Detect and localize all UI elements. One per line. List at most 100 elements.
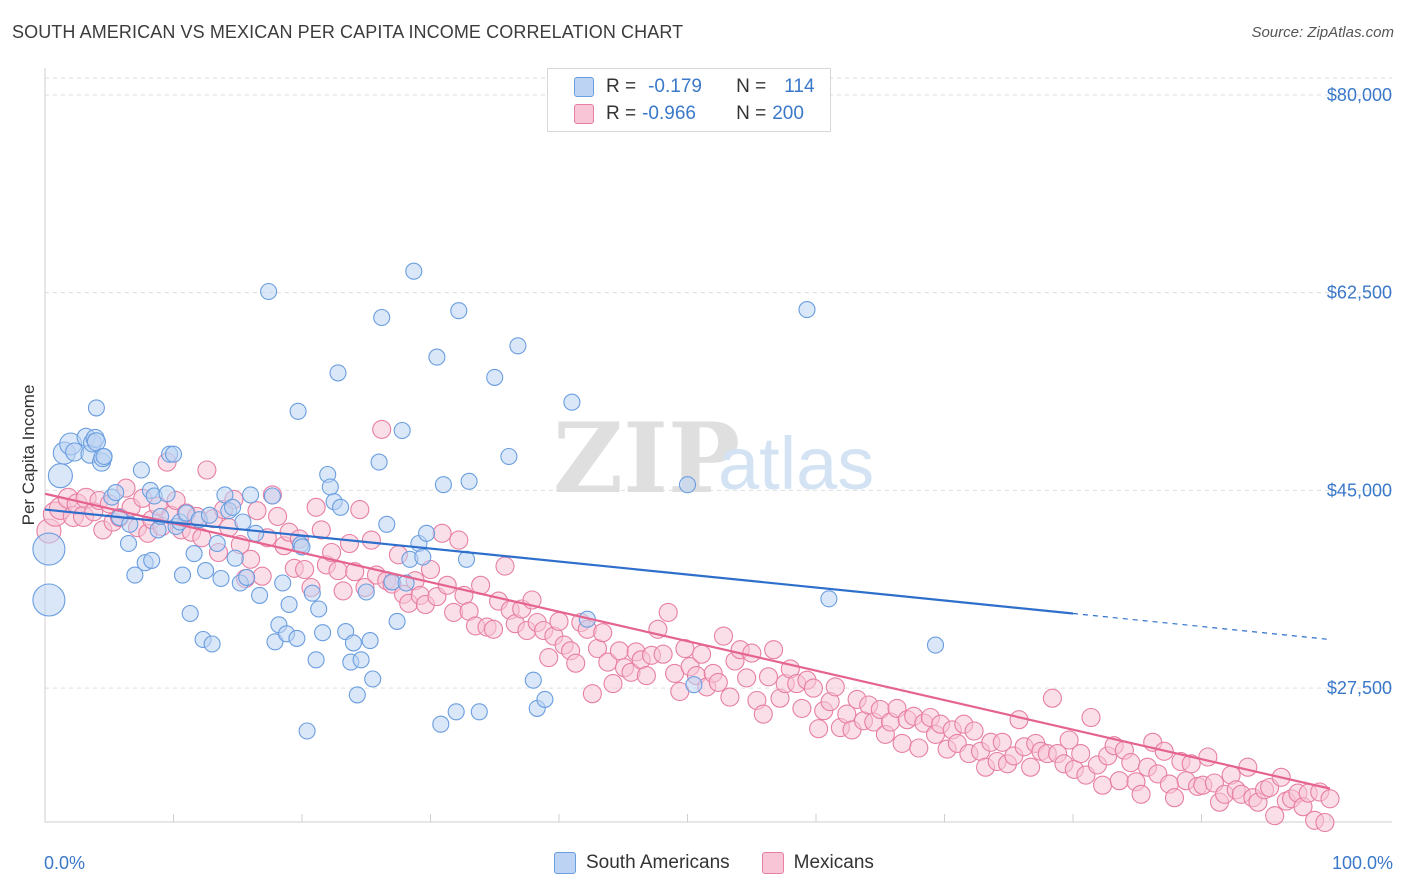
point-south-american — [185, 545, 203, 563]
point-mexican — [1059, 730, 1079, 750]
point-mexican — [758, 667, 779, 687]
point-south-american — [274, 574, 292, 592]
legend-item-south-americans[interactable]: South Americans — [554, 852, 730, 874]
point-mexican — [252, 566, 272, 586]
point-mexican — [566, 653, 586, 673]
legend-r-value: -0.966 — [642, 103, 696, 124]
point-south-american — [47, 463, 73, 489]
point-south-american — [314, 624, 332, 642]
point-south-american — [197, 562, 215, 580]
point-south-american — [226, 549, 244, 567]
point-south-american — [428, 348, 446, 366]
point-south-american — [383, 573, 401, 591]
point-mexican — [350, 500, 370, 520]
legend-swatch-south-americans — [554, 852, 576, 874]
point-mexican — [311, 520, 331, 540]
trend-line-south-americans — [44, 508, 1074, 615]
point-mexican — [603, 674, 623, 694]
point-south-american — [509, 337, 527, 355]
point-mexican — [295, 559, 315, 580]
point-south-american — [212, 569, 230, 588]
legend-box: R = -0.179 N = 114 R = -0.966 N = 200 — [547, 68, 831, 132]
point-mexican — [582, 684, 602, 704]
legend-r-label: R = — [606, 103, 637, 124]
point-mexican — [892, 733, 912, 753]
trend-line-south-americans-extension — [1072, 612, 1331, 641]
point-south-american — [260, 282, 278, 301]
point-south-american — [307, 651, 325, 669]
point-mexican — [593, 623, 613, 643]
point-mexican — [764, 640, 784, 660]
point-south-american — [242, 486, 260, 504]
point-south-american — [486, 368, 504, 386]
point-south-american — [216, 486, 234, 504]
point-south-american — [266, 633, 284, 651]
y-axis-label: Per Capita Income — [19, 385, 38, 526]
point-south-american — [397, 574, 415, 592]
legend-row-mexicans: R = -0.966 N = 200 — [574, 101, 804, 127]
point-mexican — [339, 533, 360, 554]
point-mexican — [692, 644, 712, 664]
point-south-american — [460, 472, 478, 490]
point-south-american — [173, 566, 192, 584]
point-south-american — [288, 629, 306, 647]
y-tick-label: $45,000 — [1327, 480, 1392, 500]
point-mexican — [1164, 788, 1185, 808]
point-mexican — [1315, 812, 1335, 833]
point-mexican — [809, 719, 829, 739]
point-south-american — [107, 484, 125, 502]
point-mexican — [653, 644, 673, 664]
point-south-american — [87, 399, 105, 417]
point-mexican — [1320, 789, 1340, 809]
point-south-american — [678, 476, 697, 494]
point-mexican — [1181, 754, 1201, 774]
point-south-american — [500, 447, 518, 466]
point-south-american — [119, 534, 138, 553]
point-south-american — [303, 584, 321, 602]
point-mexican — [449, 530, 469, 550]
point-mexican — [372, 419, 392, 439]
legend-item-mexicans[interactable]: Mexicans — [761, 852, 874, 874]
watermark-zip: ZIP — [553, 402, 740, 515]
legend-label-mexicans: Mexicans — [793, 852, 874, 873]
point-south-american — [685, 676, 703, 694]
watermark: ZIP atlas — [553, 402, 874, 515]
point-mexican — [306, 497, 326, 517]
point-south-american — [405, 262, 423, 280]
point-south-american — [200, 506, 219, 524]
point-south-american — [332, 498, 350, 516]
point-south-american — [388, 612, 406, 630]
point-mexican — [1042, 688, 1062, 708]
point-mexican — [1265, 806, 1285, 826]
chart-title: SOUTH AMERICAN VS MEXICAN PER CAPITA INC… — [12, 22, 684, 42]
point-mexican — [992, 732, 1012, 752]
point-south-american — [289, 402, 307, 420]
point-mexican — [658, 602, 678, 622]
legend-n-label: N = — [736, 103, 767, 124]
point-south-american — [32, 583, 66, 617]
point-south-american — [344, 634, 362, 652]
point-mexican — [1131, 784, 1151, 804]
point-mexican — [609, 641, 629, 661]
point-south-american — [524, 671, 542, 689]
legend-row-south-americans: R = -0.179 N = 114 — [574, 74, 815, 100]
point-south-american — [348, 686, 366, 704]
point-south-american — [32, 532, 66, 566]
watermark-atlas: atlas — [718, 422, 874, 505]
bottom-legend: South Americans Mexicans — [554, 852, 906, 874]
point-south-american — [393, 421, 411, 440]
chart-source: Source: ZipAtlas.com — [1251, 24, 1394, 41]
point-south-american — [95, 447, 113, 466]
grid-lines — [45, 77, 1392, 689]
point-south-american — [820, 590, 838, 608]
point-mexican — [1081, 707, 1101, 728]
point-mexican — [247, 501, 267, 521]
x-tick-label: 0.0% — [44, 853, 85, 873]
point-mexican — [742, 643, 762, 663]
point-south-american — [121, 515, 139, 533]
point-mexican — [1093, 775, 1113, 795]
y-tick-label: $80,000 — [1327, 85, 1392, 105]
point-south-american — [126, 566, 144, 584]
point-south-american — [224, 498, 242, 516]
point-mexican — [483, 619, 504, 639]
